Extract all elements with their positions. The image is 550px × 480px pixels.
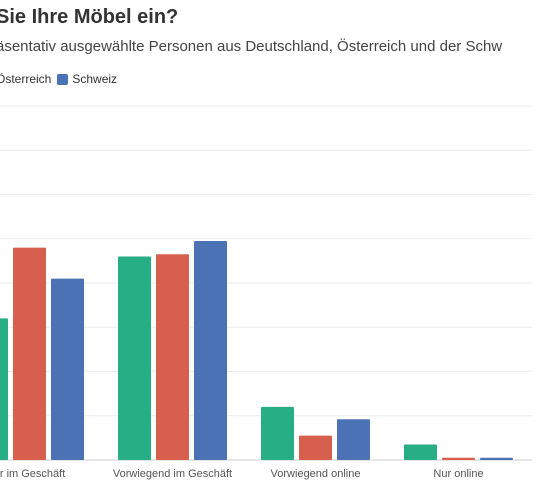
x-axis-ticks: ur im Geschäft Vorwiegend im Geschäft Vorw… <box>0 468 484 480</box>
legend: Österreich Schweiz <box>0 72 123 86</box>
chart-subtitle: äsentativ ausgewählte Personen aus Deuts… <box>0 38 503 55</box>
bars <box>0 240 513 460</box>
bar-vorwiegend-online-oesterreich[interactable] <box>299 435 332 460</box>
bar-nur-im-geschaeft-schweiz[interactable] <box>51 278 84 460</box>
chart-title: Sie Ihre Möbel ein? <box>0 6 179 28</box>
bar-nur-online-oesterreich[interactable] <box>442 457 475 460</box>
bar-vorwiegend-im-geschaeft-schweiz[interactable] <box>194 240 227 460</box>
legend-label-oesterreich: Österreich <box>0 72 52 86</box>
x-tick-vorwiegend-online: Vorwiegend online <box>271 468 361 480</box>
bar-nur-im-geschaeft-oesterreich[interactable] <box>13 247 46 460</box>
bar-vorwiegend-online-series-1[interactable] <box>261 406 294 460</box>
legend-label-schweiz: Schweiz <box>72 72 118 86</box>
legend-item-schweiz[interactable]: Schweiz <box>57 72 117 86</box>
x-tick-vorwiegend-im-geschaeft: Vorwiegend im Geschäft <box>113 468 232 480</box>
bar-vorwiegend-online-schweiz[interactable] <box>337 419 370 460</box>
bar-vorwiegend-im-geschaeft-series-1[interactable] <box>118 256 151 460</box>
bar-nur-online-series-1[interactable] <box>404 444 437 460</box>
x-tick-nur-online: Nur online <box>433 468 483 480</box>
bar-vorwiegend-im-geschaeft-oesterreich[interactable] <box>156 254 189 460</box>
legend-swatch-schweiz <box>57 73 69 85</box>
bar-nur-online-schweiz[interactable] <box>480 457 513 460</box>
bar-nur-im-geschaeft-series-1[interactable] <box>0 318 8 460</box>
x-tick-nur-im-geschaeft: ur im Geschäft <box>0 468 65 480</box>
legend-item-oesterreich[interactable]: Österreich <box>0 72 51 86</box>
